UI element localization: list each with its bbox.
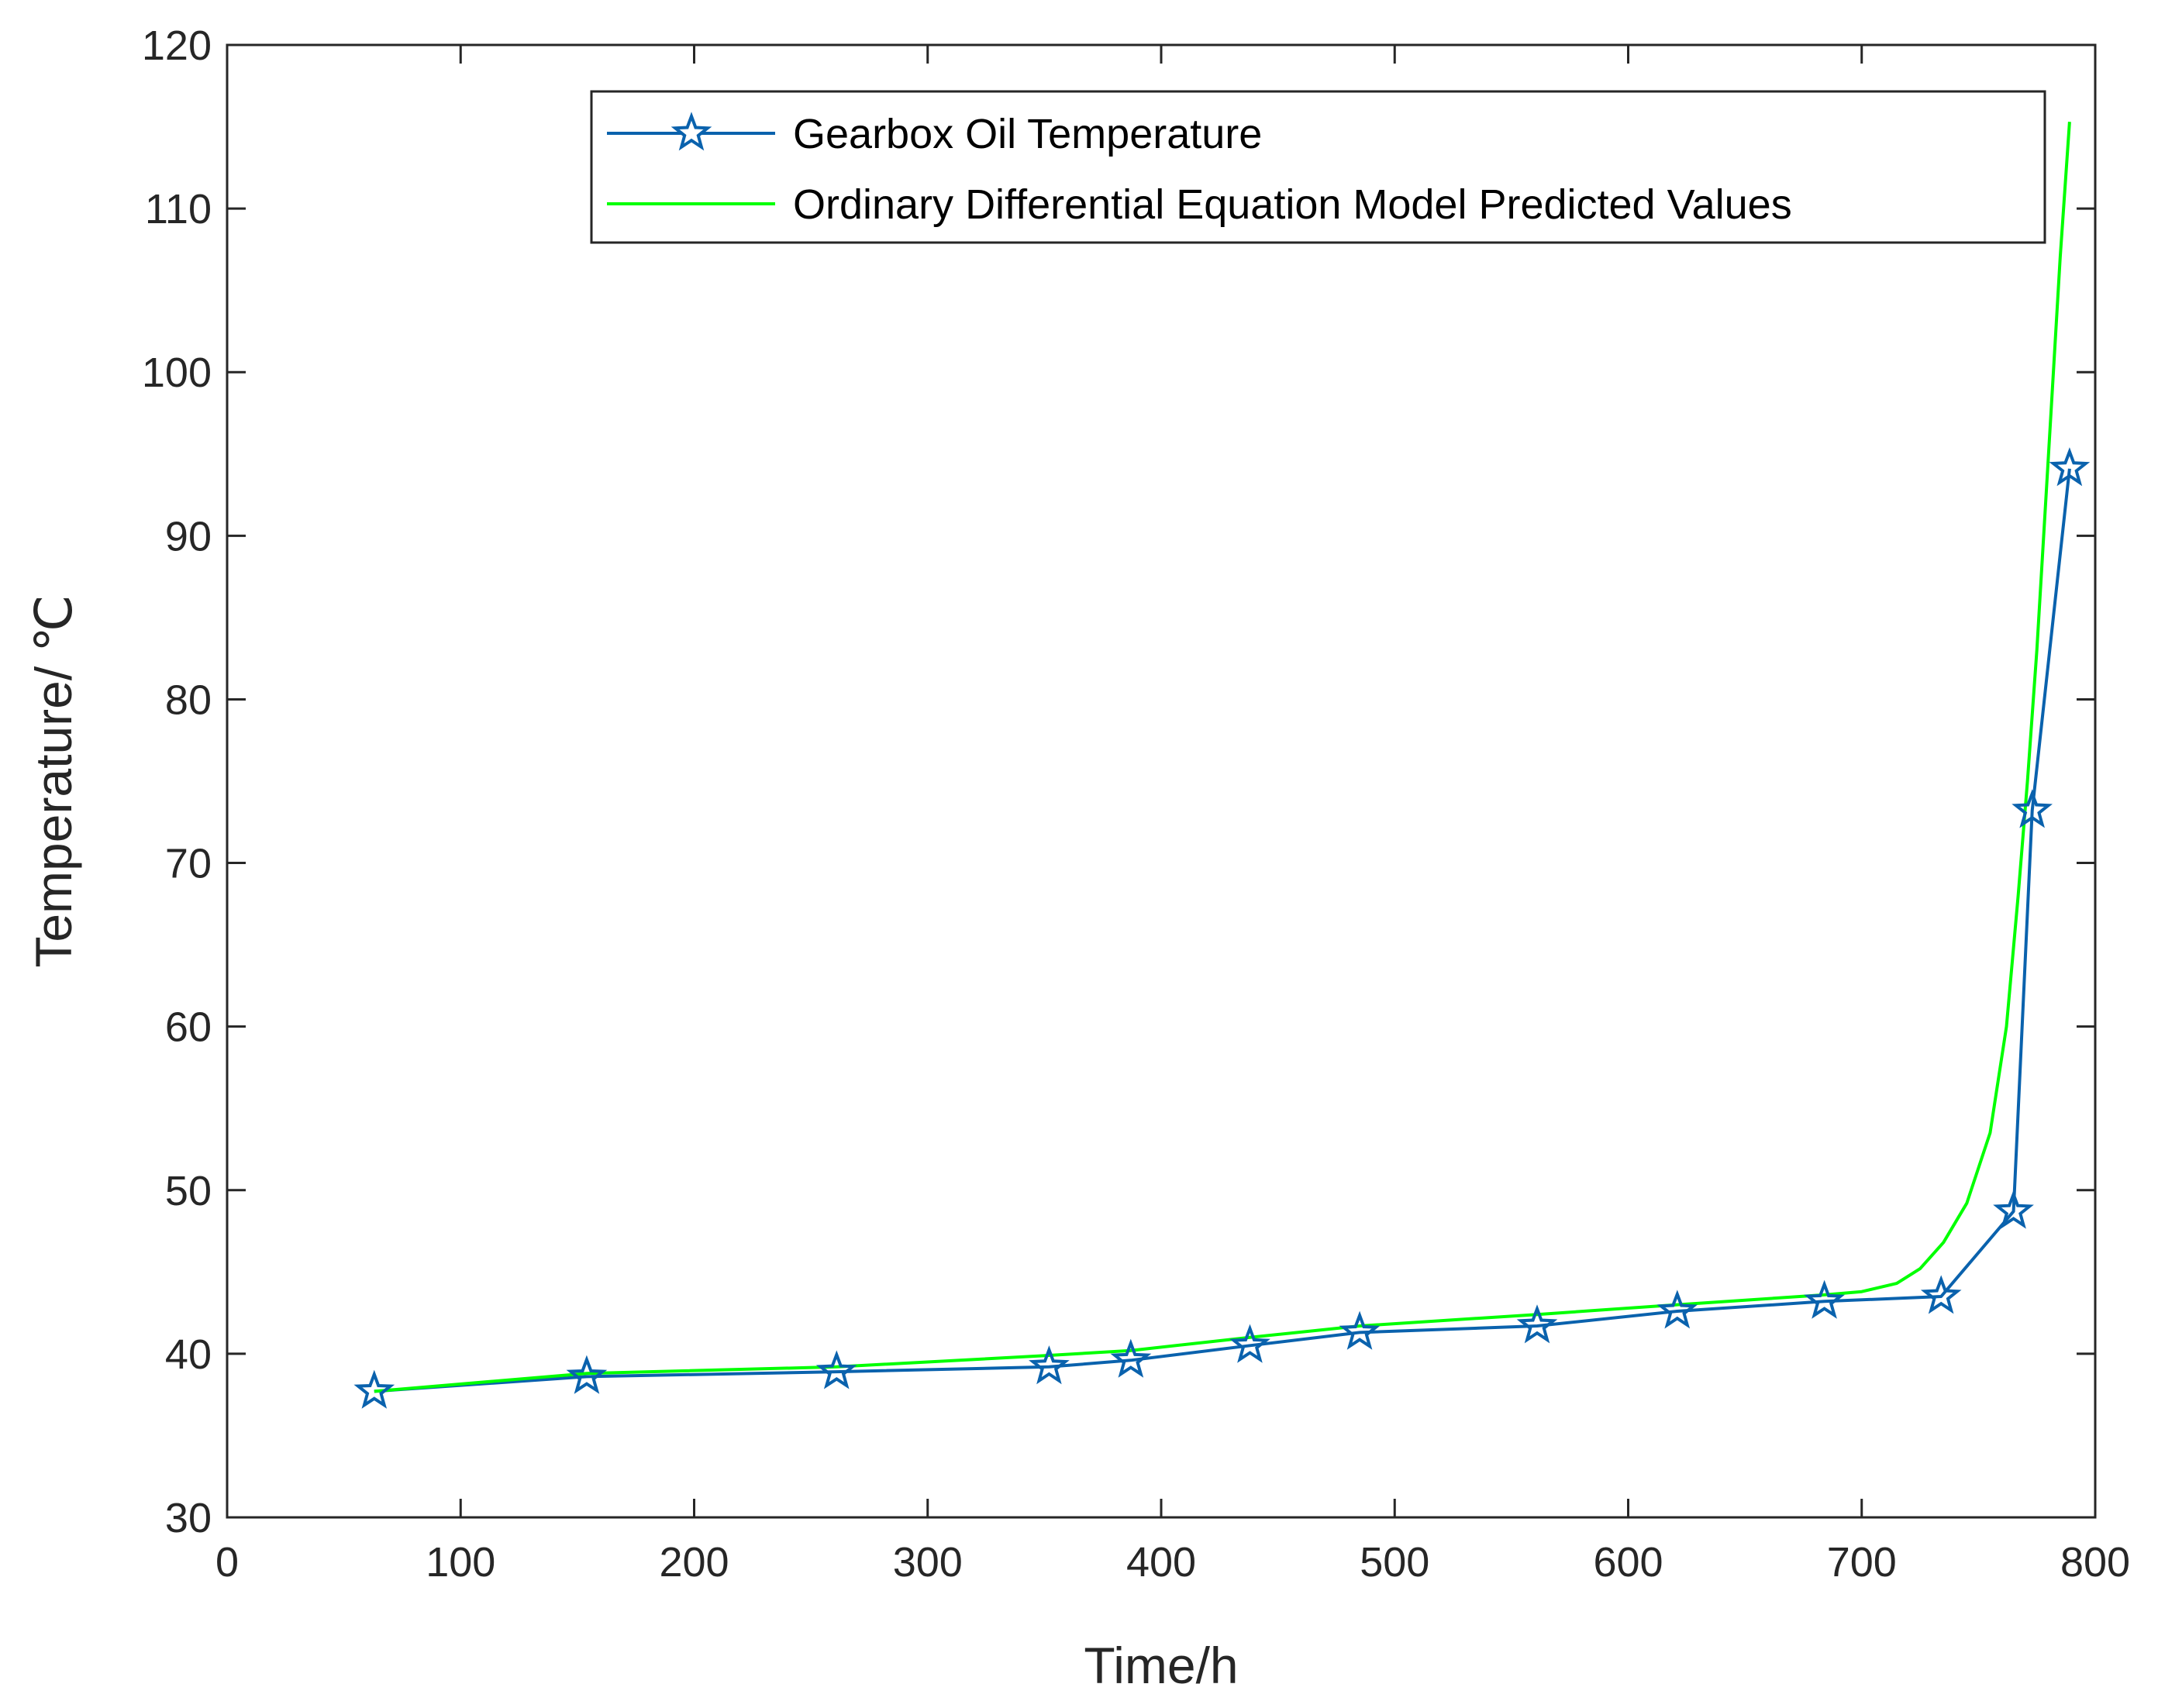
y-tick-label: 110 [145, 186, 212, 232]
series-layer [353, 122, 2091, 1409]
series-line-ode-model-predicted [374, 122, 2071, 1393]
x-tick-label: 200 [659, 1539, 729, 1586]
data-point-gearbox-oil-temperature [1920, 1275, 1962, 1314]
data-point-gearbox-oil-temperature [815, 1350, 857, 1389]
y-tick-label: 120 [142, 22, 212, 69]
x-axis: 0 100 200 300 400 500 600 700 800 [215, 45, 2130, 1586]
x-tick-label: 0 [215, 1539, 239, 1586]
legend: Gearbox Oil Temperature Ordinary Differe… [590, 90, 2046, 244]
series-line-gearbox-oil-temperature [374, 468, 2071, 1393]
legend-label-ode-model: Ordinary Differential Equation Model Pre… [793, 181, 1792, 228]
y-tick-label: 100 [142, 350, 212, 396]
data-point-gearbox-oil-temperature [1656, 1290, 1698, 1329]
x-tick-label: 400 [1126, 1539, 1196, 1586]
data-point-gearbox-oil-temperature [1029, 1345, 1070, 1385]
data-point-gearbox-oil-temperature [1339, 1310, 1381, 1350]
data-point-gearbox-oil-temperature [566, 1355, 608, 1394]
y-tick-label: 50 [165, 1168, 212, 1214]
x-tick-label: 600 [1593, 1539, 1663, 1586]
x-tick-label: 100 [426, 1539, 495, 1586]
y-tick-label: 30 [165, 1495, 212, 1541]
legend-label-gearbox-oil-temperature: Gearbox Oil Temperature [793, 111, 1262, 157]
data-point-gearbox-oil-temperature [2049, 447, 2091, 487]
y-axis-title: Temperature/ ℃ [25, 594, 82, 967]
x-tick-label: 500 [1360, 1539, 1429, 1586]
y-tick-label: 60 [165, 1004, 212, 1051]
data-point-gearbox-oil-temperature [1804, 1279, 1845, 1319]
y-tick-label: 80 [165, 677, 212, 723]
y-tick-label: 70 [165, 841, 212, 887]
data-point-gearbox-oil-temperature [2011, 789, 2053, 828]
plot-area [226, 43, 2097, 1519]
x-tick-label: 300 [893, 1539, 963, 1586]
data-point-gearbox-oil-temperature [1110, 1338, 1152, 1378]
data-point-gearbox-oil-temperature [1993, 1190, 2034, 1229]
x-axis-title: Time/h [1084, 1637, 1238, 1694]
data-point-gearbox-oil-temperature [353, 1369, 395, 1409]
x-tick-label: 800 [2060, 1539, 2130, 1586]
data-point-gearbox-oil-temperature [1229, 1324, 1270, 1363]
legend-star-shape [670, 112, 712, 151]
y-tick-label: 90 [165, 513, 212, 560]
data-point-gearbox-oil-temperature [1516, 1304, 1558, 1344]
legend-star-marker-icon [670, 112, 712, 151]
y-axis: 30 40 50 60 70 80 90 100 110 120 [142, 22, 2095, 1541]
legend-box [590, 90, 2046, 244]
x-tick-label: 700 [1827, 1539, 1897, 1586]
y-tick-label: 40 [165, 1331, 212, 1378]
